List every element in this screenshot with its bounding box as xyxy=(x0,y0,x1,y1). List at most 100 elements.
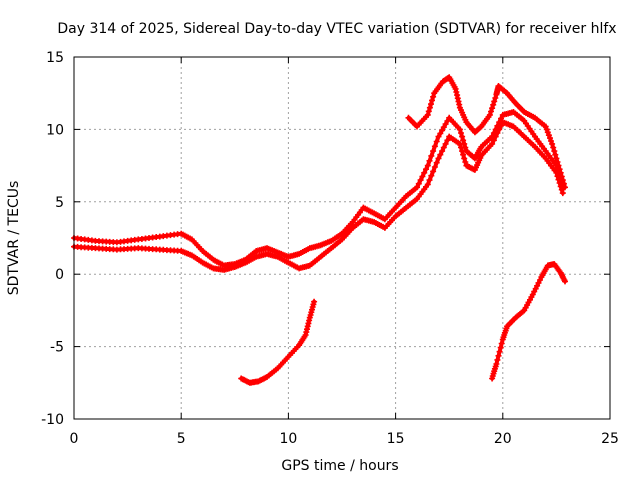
data-point xyxy=(460,151,467,158)
x-tick-label: 25 xyxy=(601,431,619,447)
x-axis-label: GPS time / hours xyxy=(281,458,398,474)
data-point xyxy=(433,138,440,145)
data-point xyxy=(428,101,434,108)
data-point xyxy=(496,348,503,355)
data-point xyxy=(426,177,433,184)
y-tick-label: 0 xyxy=(55,267,64,283)
x-tick-label: 10 xyxy=(279,431,297,447)
data-point xyxy=(435,155,442,162)
series-track-main-a xyxy=(71,109,566,269)
ticks xyxy=(73,56,611,420)
data-point xyxy=(489,140,496,147)
series-line xyxy=(72,110,565,268)
data-point xyxy=(421,169,428,176)
data-point xyxy=(498,340,505,347)
data-point xyxy=(486,111,493,118)
data-point xyxy=(492,95,499,101)
x-tick-label: 5 xyxy=(177,431,186,447)
data-point xyxy=(558,173,565,180)
data-point xyxy=(431,143,438,150)
data-point xyxy=(459,133,466,140)
series-track-low-right xyxy=(489,261,568,382)
data-point xyxy=(424,111,431,118)
data-point xyxy=(428,172,435,179)
y-tick-label: -10 xyxy=(41,412,64,428)
data-point xyxy=(552,151,559,158)
data-point xyxy=(414,184,420,191)
data-point xyxy=(559,177,566,184)
data-point xyxy=(491,98,498,105)
data-point xyxy=(493,361,500,367)
tick-labels: 0 5 10 15 20 25 -10 -5 0 5 10 15 xyxy=(41,50,619,447)
data-layer xyxy=(71,74,568,386)
data-point xyxy=(557,169,564,176)
data-point xyxy=(431,164,438,170)
data-point xyxy=(559,190,566,197)
data-point xyxy=(437,130,444,137)
data-point xyxy=(430,168,437,175)
plot-frame xyxy=(73,56,611,420)
data-point xyxy=(424,181,431,188)
data-point xyxy=(437,151,444,158)
data-point xyxy=(496,126,503,133)
y-tick-label: 5 xyxy=(55,195,64,211)
data-point xyxy=(439,127,446,134)
data-point xyxy=(544,129,551,136)
data-point xyxy=(430,93,437,100)
data-point xyxy=(426,157,433,164)
data-point xyxy=(444,137,451,144)
data-point xyxy=(435,133,442,140)
data-point xyxy=(458,130,464,136)
data-point xyxy=(547,135,553,142)
data-point xyxy=(423,166,429,173)
data-point xyxy=(433,159,440,166)
data-point xyxy=(462,159,469,165)
data-point xyxy=(542,123,549,130)
data-point xyxy=(560,180,567,187)
series-track-main-b xyxy=(71,119,566,273)
data-point xyxy=(553,155,560,162)
data-point xyxy=(442,121,449,128)
data-point xyxy=(459,148,466,155)
data-point xyxy=(550,144,557,151)
data-point xyxy=(549,140,556,147)
data-point xyxy=(442,140,449,147)
data-point xyxy=(460,137,467,144)
data-point xyxy=(498,115,504,122)
data-point xyxy=(429,97,435,104)
data-point xyxy=(424,162,431,169)
series-line xyxy=(490,262,567,381)
series-track-upper xyxy=(405,74,568,191)
data-point xyxy=(562,184,568,191)
data-point xyxy=(444,118,451,124)
series-track-low-left xyxy=(238,298,318,386)
x-tick-label: 0 xyxy=(70,431,79,447)
data-point xyxy=(562,278,568,285)
data-point xyxy=(494,356,501,363)
data-point xyxy=(419,173,426,180)
y-tick-label: 10 xyxy=(46,122,64,138)
data-point xyxy=(426,104,433,111)
data-point xyxy=(558,186,565,193)
data-point xyxy=(490,101,497,108)
data-point xyxy=(545,132,552,139)
data-point xyxy=(490,137,497,144)
data-point xyxy=(556,166,563,173)
data-point xyxy=(439,148,446,155)
data-point xyxy=(453,89,460,95)
data-point xyxy=(440,144,447,151)
data-point xyxy=(428,152,435,159)
y-tick-label: -5 xyxy=(50,340,64,356)
data-point xyxy=(456,140,463,147)
data-point xyxy=(497,344,504,351)
x-tick-label: 15 xyxy=(387,431,405,447)
data-point xyxy=(458,144,464,151)
data-point xyxy=(430,148,437,155)
data-point xyxy=(489,105,496,112)
data-point xyxy=(498,122,504,129)
data-point xyxy=(548,138,554,144)
data-point xyxy=(555,162,562,169)
y-axis-label: SDTVAR / TECUs xyxy=(6,181,22,296)
data-point xyxy=(494,130,501,136)
